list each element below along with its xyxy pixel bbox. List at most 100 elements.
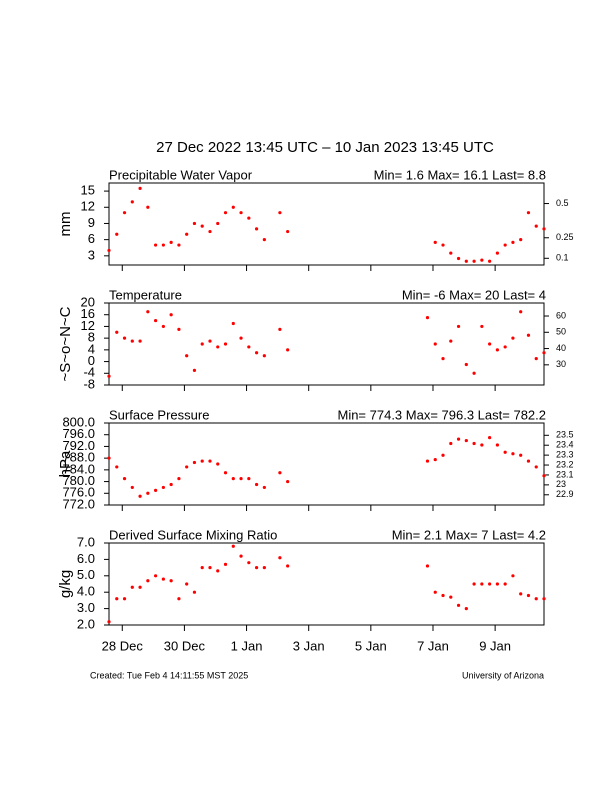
data-point	[216, 569, 220, 573]
y2-tick-label: 22.9	[556, 489, 574, 499]
data-point	[526, 211, 531, 215]
data-point	[495, 251, 499, 255]
data-point	[425, 459, 430, 463]
data-point	[216, 221, 220, 226]
data-point	[286, 564, 290, 568]
data-point	[216, 462, 220, 466]
data-point	[542, 227, 546, 231]
data-point	[254, 566, 259, 570]
data-point	[161, 324, 165, 329]
data-point	[208, 566, 212, 570]
data-point	[278, 556, 282, 560]
data-point	[231, 544, 235, 548]
data-point	[185, 354, 189, 358]
data-point	[146, 491, 150, 495]
y-tick-label: 784.0	[62, 461, 95, 476]
data-point	[239, 477, 243, 481]
data-point	[456, 324, 461, 329]
y-axis-label: g/kg	[57, 570, 74, 598]
data-point	[542, 597, 546, 601]
data-point	[511, 240, 515, 244]
data-point	[488, 582, 492, 586]
y-tick-label: 776.0	[62, 485, 95, 500]
data-point	[495, 443, 499, 447]
data-point	[472, 259, 476, 263]
data-point	[185, 465, 189, 469]
data-point	[247, 345, 251, 349]
y-tick-label: 796.0	[62, 426, 95, 441]
data-point	[526, 333, 531, 337]
data-point	[185, 232, 189, 236]
data-point	[247, 477, 251, 481]
data-point	[511, 452, 515, 456]
data-point	[511, 574, 515, 578]
data-point	[534, 597, 538, 601]
data-point	[480, 324, 484, 329]
y-tick-label: 16	[81, 306, 95, 321]
y2-tick-label: 0.5	[556, 198, 569, 208]
data-point	[216, 345, 220, 349]
panel-title: Precipitable Water Vapor	[109, 167, 253, 182]
data-point	[495, 348, 499, 352]
x-tick-label: 3 Jan	[293, 638, 325, 653]
data-point	[480, 582, 484, 586]
data-point	[472, 441, 476, 446]
data-point	[480, 258, 484, 262]
panel-title: Surface Pressure	[109, 407, 209, 422]
data-point	[130, 585, 134, 589]
data-point	[185, 582, 189, 586]
y2-tick-label: 40	[556, 343, 566, 353]
y-tick-label: 20	[81, 294, 95, 309]
data-point	[503, 582, 507, 586]
y2-tick-label: 50	[556, 327, 566, 337]
data-point	[169, 482, 173, 487]
data-point	[161, 243, 165, 247]
data-point	[107, 620, 111, 624]
panel-title: Temperature	[109, 287, 182, 302]
data-point	[231, 205, 235, 209]
data-point	[534, 357, 538, 361]
data-point	[239, 336, 243, 340]
data-point	[286, 348, 290, 352]
data-point	[192, 460, 197, 465]
data-point	[449, 441, 453, 446]
data-point	[161, 485, 165, 490]
data-point	[169, 579, 173, 583]
data-point	[200, 224, 204, 228]
data-point	[107, 456, 111, 460]
data-point	[433, 590, 437, 594]
data-point	[456, 256, 461, 261]
data-point	[278, 211, 282, 215]
data-point	[146, 579, 150, 583]
data-point	[177, 243, 181, 247]
y-tick-label: 788.0	[62, 450, 95, 465]
data-point	[154, 574, 158, 578]
data-point	[278, 327, 282, 331]
y-tick-label: 7.0	[77, 534, 95, 549]
data-point	[177, 597, 181, 601]
data-point	[488, 259, 492, 263]
data-point	[433, 342, 437, 346]
data-point	[534, 224, 538, 228]
y-tick-label: 4	[88, 341, 95, 356]
data-point	[464, 438, 468, 443]
data-point	[519, 238, 523, 242]
data-point	[286, 479, 290, 484]
footer-left: Created: Tue Feb 4 14:11:55 MST 2025	[90, 670, 248, 680]
y2-tick-label: 23.1	[556, 469, 574, 479]
data-point	[262, 238, 266, 242]
data-point	[192, 221, 197, 226]
data-point	[138, 339, 142, 343]
panel-annotation: Min= 774.3 Max= 796.3 Last= 782.2	[337, 407, 546, 422]
data-point	[286, 229, 290, 234]
plot-frame	[108, 542, 545, 626]
y-axis-label: ~S~o~N~C	[57, 306, 74, 381]
data-point	[441, 357, 445, 361]
data-point	[239, 554, 243, 558]
y-tick-label: 6.0	[77, 551, 95, 566]
y-tick-label: 3	[88, 247, 95, 262]
y-tick-label: 800.0	[62, 414, 95, 429]
data-point	[169, 240, 173, 244]
data-point	[441, 453, 445, 457]
data-point	[464, 259, 468, 263]
